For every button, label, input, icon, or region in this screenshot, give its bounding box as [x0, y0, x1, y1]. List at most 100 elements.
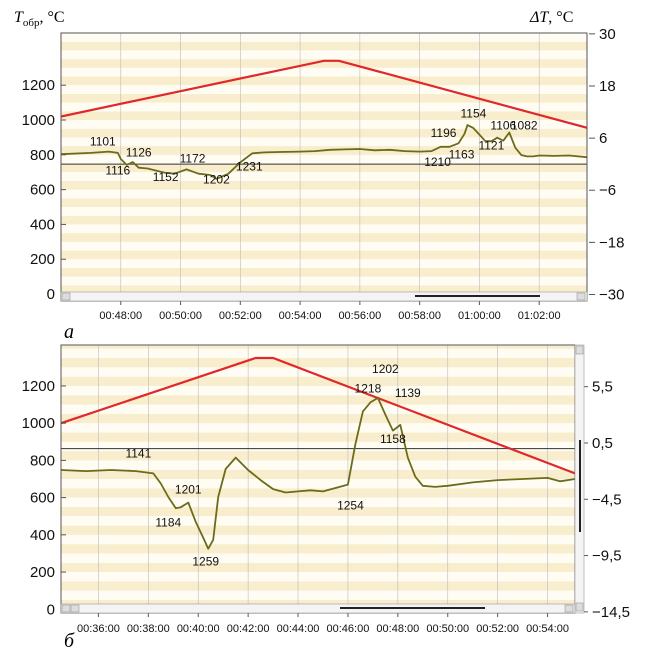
background-band	[61, 544, 575, 554]
annotation-label: 1154	[461, 107, 487, 121]
annotation-label: 1231	[236, 160, 263, 174]
y-left-tick-label: 600	[30, 182, 55, 199]
x-tick-label: 00:54:00	[279, 310, 322, 322]
background-band	[61, 207, 587, 216]
background-band	[61, 198, 587, 208]
background-band	[61, 102, 587, 112]
y-left-axis-label-a: Tобр, °C	[14, 9, 65, 29]
annotation-label: 1121	[478, 138, 504, 152]
background-band	[61, 525, 575, 535]
y-left-tick-label: 0	[47, 601, 55, 618]
x-tick-label: 00:40:00	[177, 623, 220, 635]
annotation-label: 1201	[175, 483, 202, 497]
background-band	[61, 33, 587, 42]
background-band	[61, 233, 587, 242]
scroll-up-button-b[interactable]	[575, 345, 584, 355]
series-b	[61, 356, 575, 550]
background-band	[61, 423, 575, 433]
background-band	[61, 590, 575, 600]
background-band	[61, 85, 587, 94]
background-band	[61, 367, 575, 377]
background-band	[61, 215, 587, 225]
y-left-tick-label: 1200	[22, 77, 55, 94]
vertical-scrollbar-b[interactable]	[574, 344, 585, 614]
temperature-series-line	[61, 356, 575, 475]
annotation-label: 1218	[355, 381, 382, 395]
background-band	[61, 358, 575, 368]
scroll-left-end-button-b[interactable]	[70, 604, 80, 613]
scroll-right-button-b[interactable]	[564, 604, 574, 613]
background-band	[61, 241, 587, 251]
annotation-label: 1202	[203, 173, 230, 187]
annotation-label: 1163	[449, 148, 475, 162]
background-band	[61, 562, 575, 573]
background-band	[61, 111, 587, 121]
y-left-tick-label: 800	[30, 147, 55, 164]
x-tick-label: 00:44:00	[277, 623, 320, 635]
annotation-label: 1210	[424, 155, 451, 169]
y-right-tick-label: −4,5	[592, 491, 622, 508]
background-band	[61, 93, 587, 103]
grid-b	[98, 345, 548, 613]
scroll-left-button-a[interactable]	[61, 292, 71, 301]
x-tick-label: 00:56:00	[338, 310, 381, 322]
annotation-label: 1101	[90, 134, 116, 148]
annotation-label: 1126	[126, 145, 152, 159]
background-band	[61, 128, 587, 138]
scroll-right-button-a[interactable]	[576, 292, 586, 301]
annotation-label: 1106	[490, 118, 516, 132]
horizontal-scrollbar-b[interactable]	[60, 603, 576, 614]
y-left-tick-label: 0	[47, 286, 55, 303]
annotation-label: 1141	[125, 447, 151, 461]
background-band	[61, 285, 587, 295]
annotation-label: 1254	[337, 498, 364, 512]
annotation-label: 1139	[395, 386, 421, 400]
y-right-tick-label: 6	[599, 130, 607, 147]
x-tick-label: 00:52:00	[219, 310, 262, 322]
annotation-label: 1158	[380, 432, 406, 446]
background-band	[61, 345, 575, 349]
y-left-tick-label: 1000	[22, 415, 55, 432]
background-band	[61, 451, 575, 461]
x-tick-label: 00:42:00	[227, 623, 270, 635]
background-band	[61, 172, 587, 181]
background-band	[61, 479, 575, 489]
panel-b: 1141 1184 1201 1259 1254 1218 1202 1158 1139 0 20…	[22, 344, 630, 652]
delta-t-series-line	[61, 396, 575, 550]
background-band	[61, 460, 575, 470]
scroll-down-button-b[interactable]	[575, 602, 584, 612]
background-band	[61, 581, 575, 591]
x-tick-label: 00:58:00	[398, 310, 441, 322]
background-band	[61, 469, 575, 479]
background-band	[61, 441, 575, 452]
annotation-label: 1116	[105, 164, 130, 178]
panel-label-a: а	[64, 321, 74, 343]
x-tick-label: 00:48:00	[99, 310, 142, 322]
background-bands-a	[61, 33, 587, 295]
background-band	[61, 67, 587, 77]
x-tick-label: 00:48:00	[376, 623, 419, 635]
background-band	[61, 385, 575, 396]
background-band	[61, 189, 587, 199]
x-ticks-a: 00:48:00 00:50:00 00:52:00 00:54:00 00:56:00…	[99, 301, 561, 322]
y-right-tick-label: 0,5	[592, 435, 613, 452]
background-band	[61, 250, 587, 260]
panel-label-b: б	[64, 630, 75, 650]
scroll-left-button-b[interactable]	[61, 604, 71, 613]
x-tick-label: 00:50:00	[159, 310, 202, 322]
background-band	[61, 50, 587, 60]
x-tick-label: 00:54:00	[526, 623, 569, 635]
horizontal-scrollbar-a[interactable]	[60, 291, 588, 302]
x-tick-label: 00:50:00	[426, 623, 469, 635]
y-right-ticks-a: 30 18 6 −6 −18 −30	[589, 26, 624, 303]
y-left-tick-label: 200	[30, 564, 55, 581]
annotation-label: 1082	[511, 118, 538, 132]
y-left-tick-label: 600	[30, 490, 55, 507]
background-band	[61, 516, 575, 526]
background-band	[61, 376, 575, 386]
x-tick-label: 00:52:00	[476, 623, 519, 635]
background-band	[61, 267, 587, 277]
x-ticks-b: 00:36:00 00:38:00 00:40:00 00:42:00 00:44:00…	[77, 613, 569, 635]
